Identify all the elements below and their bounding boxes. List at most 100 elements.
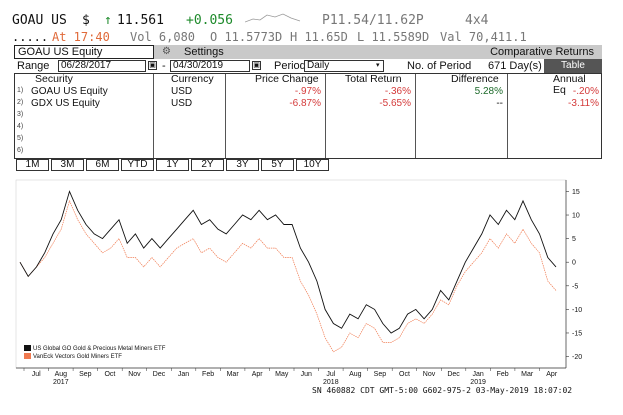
col-difference: Difference xyxy=(451,73,499,85)
ticker-symbol[interactable]: GOAU US xyxy=(12,13,67,28)
year-label: 2018 xyxy=(323,379,339,386)
period-button-2y[interactable]: 2Y xyxy=(191,159,224,171)
low-price: L 11.5589D xyxy=(357,30,430,44)
y-tick-label: 15 xyxy=(572,189,580,196)
sparkline-icon xyxy=(245,13,301,23)
col-security: Security xyxy=(35,73,73,85)
y-tick-label: -5 xyxy=(572,283,578,290)
footer-status: SN 460882 CDT GMT-5:00 G602-975-2 03-May… xyxy=(312,386,573,395)
col-price-change: Price Change xyxy=(255,73,319,85)
x-tick-label: Mar xyxy=(227,371,240,378)
security-cell[interactable]: GOAU US Equity xyxy=(31,86,108,97)
row-number: 6) xyxy=(17,147,24,154)
x-tick-label: Sep xyxy=(79,371,92,378)
period-button-5y[interactable]: 5Y xyxy=(261,159,294,171)
price-change-cell: -6.87% xyxy=(289,98,321,109)
x-tick-label: Nov xyxy=(423,371,436,378)
range-bar: Range 06/28/2017 ▣ - 04/30/2019 ▣ Period… xyxy=(14,59,602,73)
comparative-returns-title: Comparative Returns xyxy=(490,46,594,58)
year-label: 2019 xyxy=(470,379,486,386)
total-return-cell: -5.65% xyxy=(379,98,411,109)
legend-swatch xyxy=(24,353,31,359)
x-tick-label: Jul xyxy=(326,371,335,378)
range-label: Range xyxy=(17,60,50,72)
legend-swatch xyxy=(24,345,31,351)
returns-table: Security Currency Price Change Total Ret… xyxy=(14,73,602,159)
security-cell[interactable]: GDX US Equity xyxy=(31,98,100,109)
security-title-field[interactable]: GOAU US Equity xyxy=(14,45,154,59)
row-number: 5) xyxy=(17,135,24,142)
difference-cell: 5.28% xyxy=(474,86,503,97)
x-tick-label: Mar xyxy=(521,371,534,378)
ticker-dots: ..... xyxy=(12,30,49,44)
x-tick-label: Dec xyxy=(153,371,166,378)
period-button-1m[interactable]: 1M xyxy=(16,159,49,171)
start-calendar-icon[interactable]: ▣ xyxy=(148,61,157,70)
period-label: Period xyxy=(274,60,306,72)
volume: Vol 6,080 xyxy=(130,30,196,44)
legend-label: US Global GO Gold & Precious Metal Miner… xyxy=(33,346,166,352)
x-tick-label: Sep xyxy=(374,371,387,378)
y-tick-label: -10 xyxy=(572,307,582,314)
x-tick-label: Jan xyxy=(472,371,483,378)
x-tick-label: Jun xyxy=(301,371,312,378)
series-line-2 xyxy=(19,199,557,353)
x-tick-label: Jan xyxy=(178,371,189,378)
currency-cell: USD xyxy=(171,98,193,109)
x-tick-label: Aug xyxy=(55,371,68,378)
period-buttons: 1M 3M 6M YTD 1Y 2Y 3Y 5Y 10Y xyxy=(16,159,331,171)
annual-eq-cell: -.20% xyxy=(572,86,599,97)
period-button-10y[interactable]: 10Y xyxy=(296,159,329,171)
col-total-return: Total Return xyxy=(345,73,402,85)
x-tick-label: Oct xyxy=(104,371,115,378)
annual-eq-cell: -3.11% xyxy=(568,98,599,109)
function-titlebar: GOAU US Equity ⚙ Settings Comparative Re… xyxy=(14,45,602,59)
currency-cell: USD xyxy=(171,86,193,97)
x-tick-label: Oct xyxy=(399,371,410,378)
high-price: H 11.65D xyxy=(290,30,348,44)
col-annual-eq: Annual Eq xyxy=(553,73,586,96)
num-periods-label: No. of Period xyxy=(407,60,472,72)
x-tick-label: Feb xyxy=(497,371,509,378)
num-periods-value: 671 Day(s) xyxy=(488,60,542,72)
period-button-3m[interactable]: 3M xyxy=(51,159,84,171)
bid-ask-size: 4x4 xyxy=(465,13,489,28)
settings-gear-icon[interactable]: ⚙ xyxy=(162,46,171,57)
table-button[interactable]: Table xyxy=(544,59,602,73)
end-date-input[interactable]: 04/30/2019 xyxy=(170,60,250,72)
year-label: 2017 xyxy=(53,379,69,386)
legend-label: VanEck Vectors Gold Miners ETF xyxy=(33,354,122,360)
series-line-1 xyxy=(19,190,557,334)
period-select[interactable]: Daily xyxy=(304,60,384,72)
period-button-3y[interactable]: 3Y xyxy=(226,159,259,171)
x-tick-label: Jul xyxy=(32,371,41,378)
x-tick-label: Apr xyxy=(252,371,264,378)
y-tick-label: 10 xyxy=(572,213,580,220)
x-tick-label: Apr xyxy=(546,371,558,378)
row-number: 2) xyxy=(17,99,24,106)
row-number: 4) xyxy=(17,123,24,130)
currency-symbol: $ xyxy=(82,13,90,28)
bid-ask: P11.54/11.62P xyxy=(322,13,424,28)
y-tick-label: 5 xyxy=(572,236,576,243)
x-tick-label: Feb xyxy=(202,371,214,378)
x-tick-label: Dec xyxy=(447,371,460,378)
row-number: 1) xyxy=(17,87,24,94)
period-button-ytd[interactable]: YTD xyxy=(121,159,154,171)
period-dropdown-icon[interactable]: ▾ xyxy=(376,62,380,69)
period-button-1y[interactable]: 1Y xyxy=(156,159,189,171)
up-arrow-icon: ↑ xyxy=(104,13,112,28)
y-tick-label: -15 xyxy=(572,330,582,337)
y-tick-label: -20 xyxy=(572,354,582,361)
x-tick-label: Nov xyxy=(128,371,141,378)
net-change: +0.056 xyxy=(186,13,233,28)
y-tick-label: 0 xyxy=(572,260,576,267)
legend-item: VanEck Vectors Gold Miners ETF xyxy=(24,353,165,361)
range-dash: - xyxy=(162,60,166,72)
end-calendar-icon[interactable]: ▣ xyxy=(252,61,261,70)
settings-button[interactable]: Settings xyxy=(184,46,224,58)
price-change-cell: -.97% xyxy=(294,86,321,97)
period-button-6m[interactable]: 6M xyxy=(86,159,119,171)
returns-chart: 15 10 5 0 -5 -10 -15 -20 Jul Aug Sep Oct Nov Dec Jan Fe… xyxy=(15,179,582,386)
start-date-input[interactable]: 06/28/2017 xyxy=(58,60,146,72)
